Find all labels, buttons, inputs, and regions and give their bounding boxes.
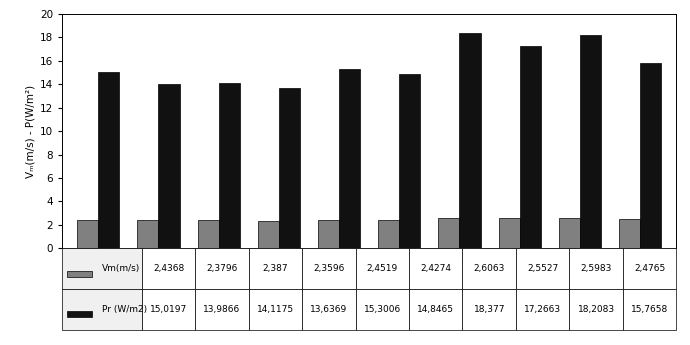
Bar (378, 220, 400, 248)
Text: 2,5983: 2,5983 (580, 264, 612, 273)
Y-axis label: Vₘ(m/s) - P(W/m²): Vₘ(m/s) - P(W/m²) (26, 85, 36, 178)
Text: 14,1175: 14,1175 (257, 305, 294, 314)
Bar (302, 248, 355, 289)
Text: 2,4519: 2,4519 (366, 264, 398, 273)
Text: 13,6369: 13,6369 (310, 305, 348, 314)
Text: Vm(m/s): Vm(m/s) (102, 264, 140, 273)
Bar (142, 289, 195, 329)
Bar (67, 311, 92, 317)
Bar (409, 248, 462, 289)
Bar (195, 248, 249, 289)
Bar (520, 46, 541, 248)
Text: 2,4765: 2,4765 (634, 264, 665, 273)
Bar (559, 218, 580, 248)
Bar (195, 289, 249, 329)
Text: 2,387: 2,387 (263, 264, 288, 273)
Text: 13,9866: 13,9866 (204, 305, 241, 314)
Bar (77, 220, 98, 248)
Text: 14,8465: 14,8465 (417, 305, 454, 314)
Text: 15,0197: 15,0197 (150, 305, 187, 314)
Text: 15,7658: 15,7658 (631, 305, 668, 314)
Bar (400, 74, 420, 248)
Text: 2,4368: 2,4368 (153, 264, 184, 273)
Bar (355, 289, 409, 329)
Bar (462, 289, 516, 329)
Bar (279, 88, 300, 248)
Bar (219, 83, 239, 248)
Bar (258, 221, 279, 248)
Bar (580, 35, 601, 248)
Bar (67, 270, 92, 277)
Bar (462, 248, 516, 289)
Bar (62, 289, 142, 329)
Bar (159, 84, 179, 248)
Bar (339, 69, 360, 248)
Bar (355, 248, 409, 289)
Bar (318, 220, 339, 248)
Bar (640, 63, 661, 248)
Text: 18,2083: 18,2083 (578, 305, 615, 314)
Text: 2,6063: 2,6063 (473, 264, 505, 273)
Bar (623, 289, 676, 329)
Bar (302, 289, 355, 329)
Bar (623, 248, 676, 289)
Bar (499, 218, 520, 248)
Text: 18,377: 18,377 (473, 305, 505, 314)
Bar (409, 289, 462, 329)
Bar (249, 289, 302, 329)
Text: 2,3796: 2,3796 (206, 264, 238, 273)
Text: 15,3006: 15,3006 (364, 305, 401, 314)
Text: 2,4274: 2,4274 (420, 264, 451, 273)
Bar (569, 248, 623, 289)
Bar (249, 248, 302, 289)
Bar (98, 72, 119, 248)
Bar (438, 218, 460, 248)
Bar (137, 220, 159, 248)
Text: 2,5527: 2,5527 (527, 264, 558, 273)
Text: 2,3596: 2,3596 (313, 264, 344, 273)
Bar (569, 289, 623, 329)
Bar (619, 219, 640, 248)
Bar (460, 33, 480, 248)
Bar (516, 248, 569, 289)
Text: Pr (W/m2): Pr (W/m2) (102, 305, 147, 314)
Bar (142, 248, 195, 289)
Bar (516, 289, 569, 329)
Bar (197, 220, 219, 248)
Bar (62, 248, 142, 289)
Text: 17,2663: 17,2663 (524, 305, 561, 314)
